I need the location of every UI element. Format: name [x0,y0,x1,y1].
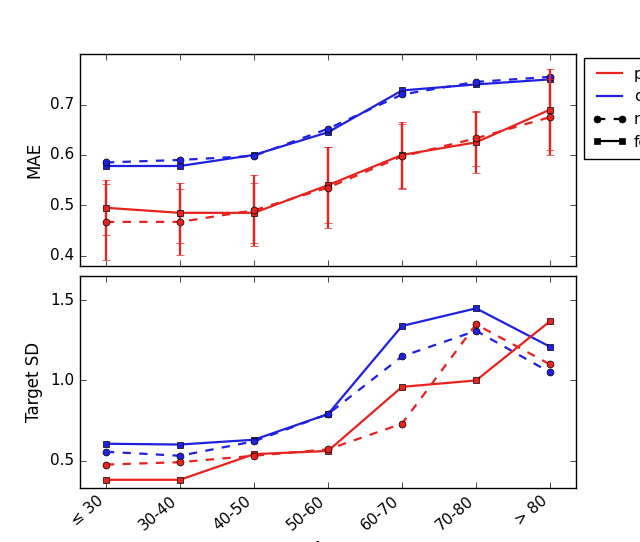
X-axis label: Age: Age [312,540,344,542]
Y-axis label: MAE: MAE [25,142,44,178]
Legend: potassium, calcium, male, female: potassium, calcium, male, female [584,57,640,159]
Y-axis label: Target SD: Target SD [26,342,44,422]
